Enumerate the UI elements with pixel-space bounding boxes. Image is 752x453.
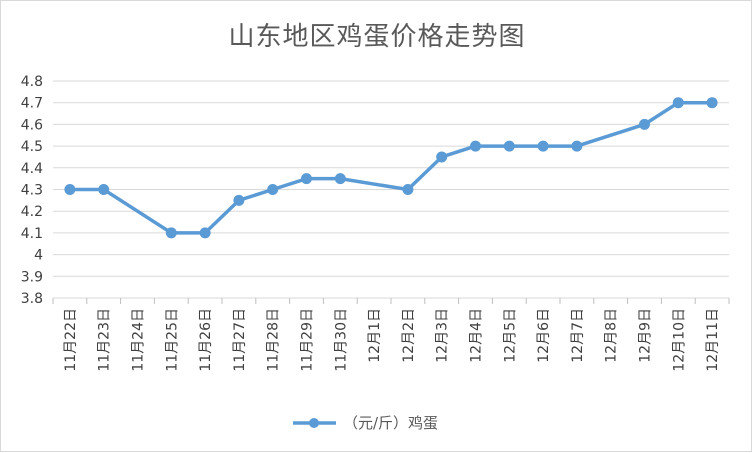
y-tick-label: 3.8 [21,291,43,307]
y-tick-label: 4.1 [21,226,43,242]
data-point [301,173,312,185]
x-tick-label: 11月22日 [63,308,79,372]
data-point [537,140,549,152]
y-tick-label: 3.9 [21,269,43,285]
chart-title: 山东地区鸡蛋价格走势图 [228,22,525,52]
data-point [672,97,684,109]
x-tick-label: 12月8日 [604,308,620,363]
y-tick-label: 4.3 [21,183,43,199]
x-tick-label: 12月5日 [502,308,518,363]
x-tick-label: 11月27日 [232,308,248,372]
data-point [165,227,177,239]
y-tick-label: 4.4 [21,161,43,177]
y-tick-label: 4.2 [21,204,43,220]
x-tick-label: 11月23日 [97,308,113,372]
x-tick-label: 11月30日 [333,308,349,372]
data-point [334,173,346,185]
x-tick-label: 11月26日 [198,308,214,372]
x-tick-label: 12月9日 [638,308,654,363]
x-tick-label: 11月25日 [164,308,180,372]
x-tick-label: 11月28日 [266,308,282,372]
data-point [233,194,245,206]
data-point [470,140,481,152]
y-tick-label: 4.5 [21,139,43,155]
legend: （元/斤）鸡蛋 [293,414,438,432]
legend-marker-swatch [309,418,319,428]
gridlines [53,80,729,299]
x-tick-label: 11月24日 [131,308,147,372]
x-tick-label: 12月11日 [705,308,721,372]
data-point [436,151,448,163]
data-point [706,97,718,109]
data-point [98,184,110,195]
data-point [639,118,650,130]
data-point [503,140,515,152]
x-tick-label: 12月7日 [570,308,586,363]
x-tick-label: 12月10日 [671,308,687,372]
y-axis: 3.8 3.9 4 4.1 4.2 4.3 4.4 4.5 4.6 4.7 4.8 [21,74,43,307]
x-tick-label: 12月2日 [401,308,417,363]
x-tick-label: 11月29日 [300,308,316,372]
y-tick-label: 4.6 [21,117,43,133]
y-tick-label: 4 [34,248,43,264]
series-layer [64,97,718,239]
x-tick-label: 12月6日 [536,308,552,363]
data-point [199,227,211,239]
legend-label: （元/斤）鸡蛋 [343,414,438,432]
data-point [267,184,279,195]
x-axis: 11月22日 11月23日 11月24日 11月25日 11月26日 11月27日 11月2… [52,298,730,372]
data-point [64,184,76,195]
data-point [402,184,414,195]
x-tick-label: 12月1日 [367,308,383,363]
x-tick-label: 12月3日 [435,308,451,363]
x-tick-label: 12月4日 [469,308,485,363]
data-point [571,140,583,152]
y-tick-label: 4.8 [21,74,43,90]
y-tick-label: 4.7 [21,96,43,112]
